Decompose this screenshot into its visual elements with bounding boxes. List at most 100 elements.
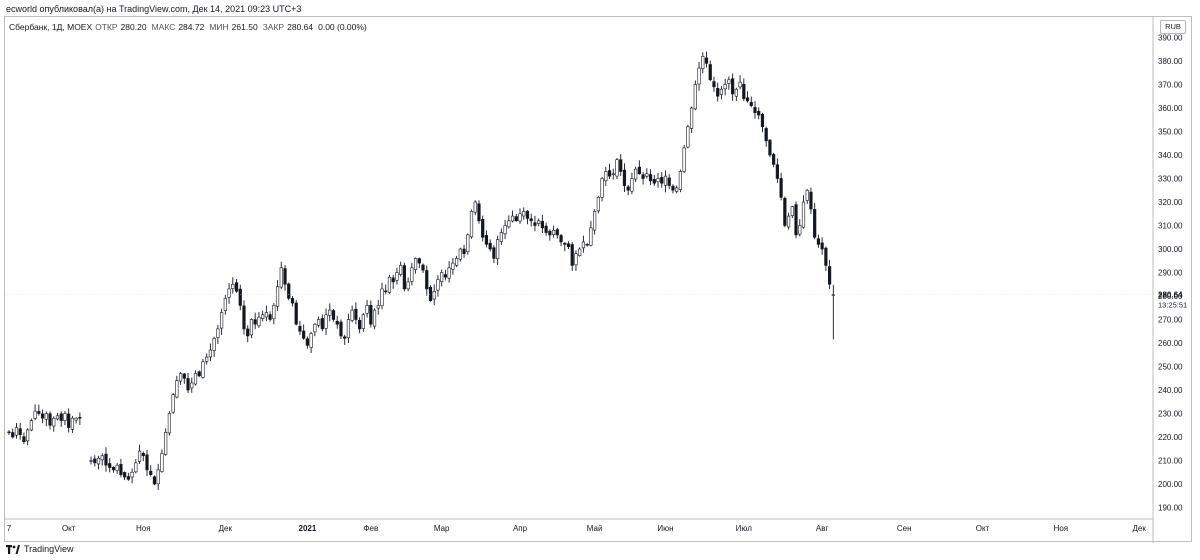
candle: [369, 300, 373, 328]
candle-body: [145, 454, 149, 471]
candle: [302, 324, 306, 340]
symbol-name[interactable]: Сбербанк, 1Д, MOEX: [9, 22, 93, 32]
close-value: 280.64: [287, 22, 314, 32]
candle-body: [805, 189, 809, 201]
candle: [272, 303, 276, 325]
x-tick-label: Апр: [513, 524, 528, 533]
candle: [522, 207, 526, 220]
candle-body: [402, 265, 406, 290]
candle-body: [555, 229, 559, 236]
candle: [290, 295, 295, 307]
candle: [44, 411, 48, 427]
candle-body: [566, 243, 571, 247]
candle: [279, 261, 283, 290]
candle-body: [417, 258, 421, 264]
candle: [37, 404, 41, 416]
candle: [458, 247, 462, 262]
candle-body: [619, 159, 623, 172]
candle-body: [130, 471, 134, 478]
candle-body: [742, 83, 746, 99]
candle-body: [89, 460, 93, 462]
candle: [794, 201, 798, 239]
candle: [264, 305, 268, 322]
candle: [496, 235, 500, 265]
candle-body: [294, 302, 298, 325]
candle: [305, 336, 310, 349]
candle-body: [496, 239, 500, 260]
candle: [663, 170, 668, 193]
candle-body: [660, 177, 664, 184]
candle-body: [798, 225, 802, 235]
candle-body: [525, 210, 530, 219]
candle: [693, 80, 697, 111]
candle: [93, 455, 97, 467]
candle-body: [548, 230, 552, 236]
candle-body: [779, 178, 783, 198]
candle-body: [18, 428, 22, 435]
candle-body: [149, 470, 153, 475]
candle: [660, 172, 664, 188]
candle-body: [757, 110, 761, 116]
candle: [454, 255, 459, 268]
candle: [197, 370, 201, 378]
candle-body: [645, 173, 649, 177]
candle: [358, 317, 362, 334]
candle: [634, 166, 638, 182]
candle-body: [529, 218, 533, 222]
candle-body: [253, 319, 257, 325]
candle-body: [316, 319, 321, 326]
candle-body: [152, 476, 157, 485]
candle-body: [346, 319, 351, 339]
x-tick-label: Сен: [897, 524, 912, 533]
y-tick-label: 390.00: [1158, 34, 1183, 43]
candle: [648, 169, 653, 186]
candle: [701, 52, 705, 74]
candle-body: [712, 81, 716, 88]
candle: [570, 242, 574, 271]
candle: [820, 237, 824, 255]
candle: [74, 416, 78, 424]
candle: [167, 411, 171, 436]
candle-body: [775, 164, 779, 179]
candle: [55, 412, 60, 421]
candle: [216, 324, 220, 345]
candle-body: [611, 173, 615, 176]
candle: [503, 219, 507, 240]
candle-body: [514, 216, 518, 222]
candle-body: [533, 222, 537, 226]
candle-body: [522, 211, 526, 217]
candle: [249, 318, 254, 339]
candle: [14, 423, 19, 439]
candle: [316, 316, 321, 328]
candle: [630, 172, 634, 195]
x-tick-label: Фев: [363, 524, 378, 533]
candle: [29, 418, 33, 432]
candle-body: [540, 221, 544, 229]
candle: [164, 428, 168, 456]
candle: [115, 462, 119, 474]
candle: [119, 458, 123, 478]
currency-button[interactable]: RUB: [1160, 20, 1186, 34]
candle-body: [462, 248, 466, 255]
candle: [223, 294, 227, 315]
candle-body: [313, 323, 317, 333]
candle: [492, 245, 496, 264]
candle: [645, 168, 649, 179]
candle-body: [783, 197, 787, 226]
candle: [145, 449, 149, 477]
candle: [275, 280, 280, 311]
candle-body: [648, 174, 653, 182]
candle-body: [40, 413, 45, 419]
candle-body: [298, 325, 302, 332]
chart-frame: [4, 16, 1192, 542]
candle: [160, 449, 164, 473]
candle: [824, 246, 828, 271]
candle: [365, 299, 369, 318]
candle: [339, 319, 343, 340]
candle-body: [123, 472, 127, 478]
candle-body: [585, 243, 589, 246]
x-tick-label: 2021: [299, 524, 317, 533]
candle: [578, 247, 582, 257]
candle: [540, 214, 544, 234]
